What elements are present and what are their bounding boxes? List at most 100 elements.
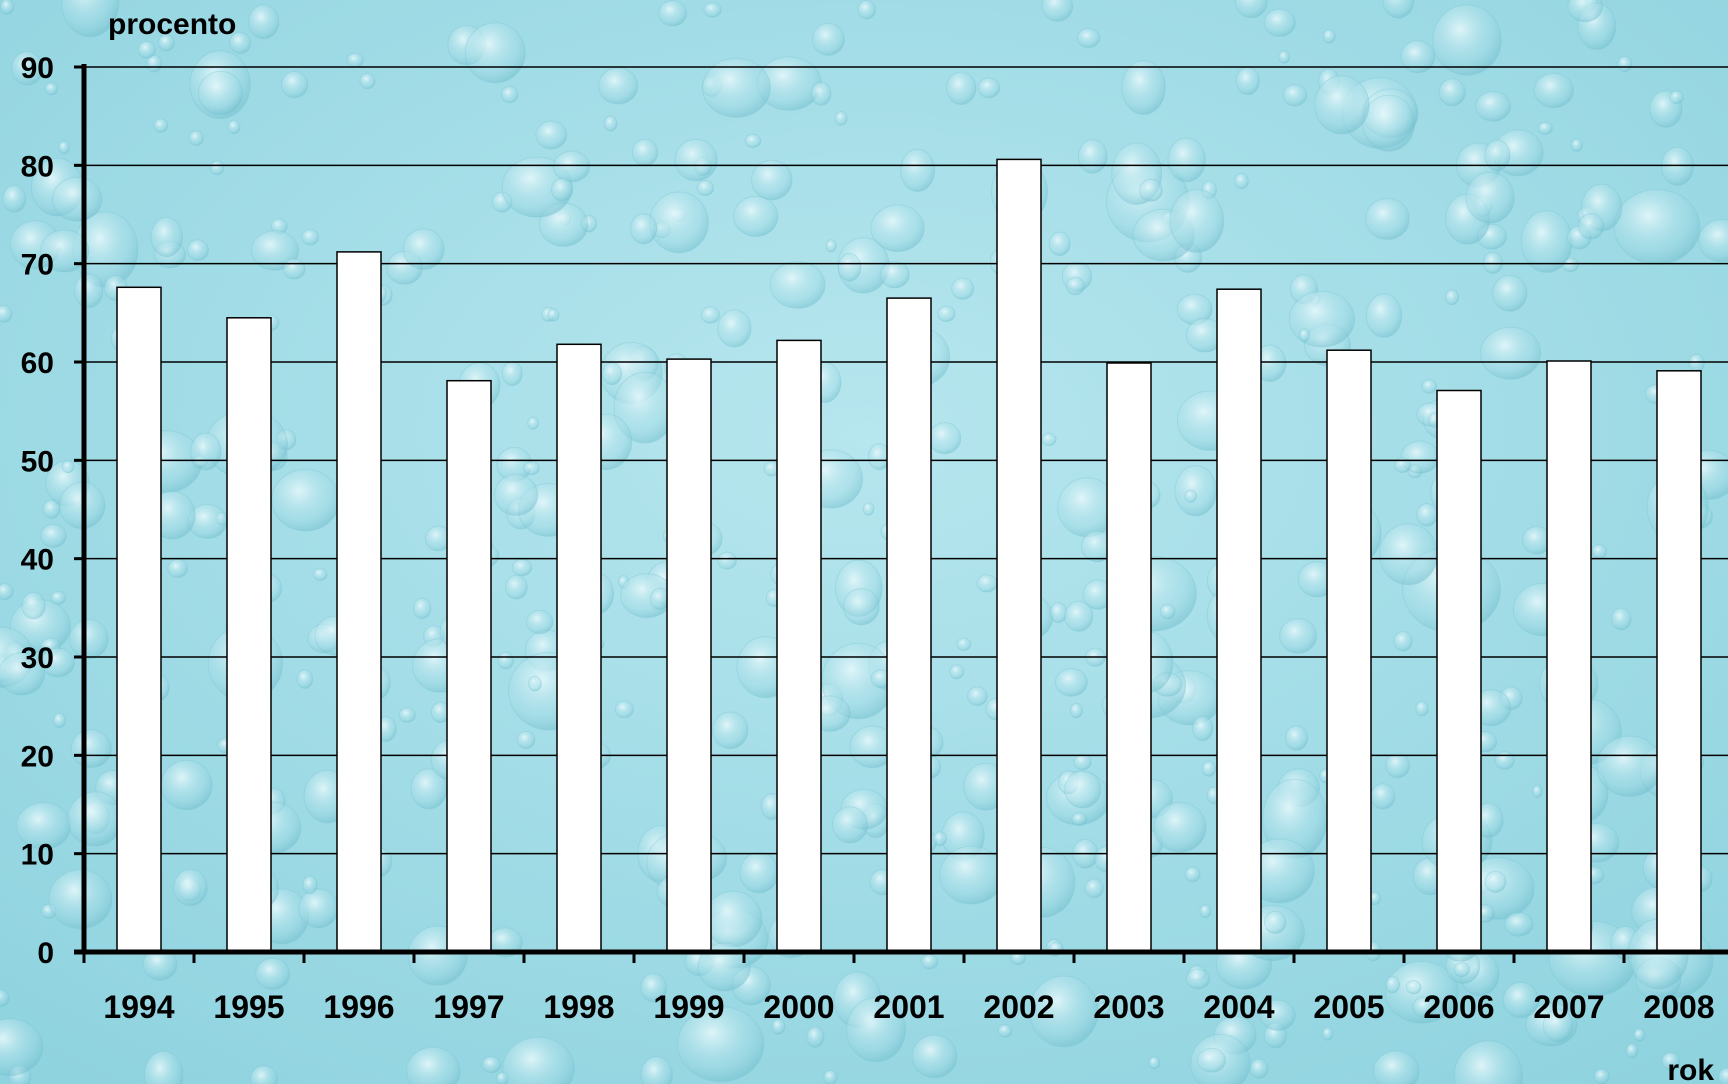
water-drop: [501, 361, 523, 387]
water-drop: [640, 973, 668, 1003]
water-drop: [481, 1056, 502, 1074]
water-drop: [1373, 1050, 1420, 1084]
water-drop: [1064, 770, 1102, 809]
water-drop: [1453, 1040, 1523, 1084]
water-drop: [1393, 457, 1412, 474]
water-drop: [153, 118, 169, 133]
water-drop: [823, 1069, 838, 1084]
water-drop: [1415, 700, 1429, 717]
water-drop: [949, 664, 965, 680]
water-drop: [1688, 353, 1705, 373]
water-drop: [614, 700, 635, 719]
water-drop: [1184, 866, 1201, 883]
water-drop: [1365, 198, 1410, 240]
water-drop: [1412, 996, 1437, 1018]
water-drop: [811, 22, 845, 56]
water-drop: [302, 875, 318, 895]
water-drop: [1502, 981, 1540, 1019]
bar-1996: [336, 251, 382, 953]
water-drop: [21, 591, 46, 620]
water-drop: [771, 1018, 786, 1035]
x-axis-title: rok: [1667, 1054, 1714, 1084]
water-drop: [806, 1026, 825, 1048]
water-drop: [1365, 293, 1403, 339]
water-drop: [1259, 999, 1296, 1031]
water-drop: [1234, 172, 1249, 190]
water-drop: [932, 831, 948, 847]
water-drop: [630, 213, 658, 245]
water-drop: [0, 583, 14, 601]
water-drop: [1288, 290, 1356, 348]
water-drop: [280, 71, 309, 99]
water-drop: [1069, 702, 1083, 719]
water-drop: [1479, 326, 1542, 380]
water-drop: [51, 176, 103, 222]
water-drop: [939, 845, 1004, 905]
water-drop: [1611, 607, 1632, 631]
water-drop: [1432, 4, 1502, 76]
y-tick-label: 90: [21, 52, 54, 85]
water-drop: [1385, 975, 1400, 994]
water-drop: [1504, 912, 1534, 937]
water-drop: [1263, 910, 1287, 935]
water-drop: [1542, 1008, 1574, 1043]
water-drop: [1531, 784, 1543, 798]
water-drop: [602, 362, 623, 386]
water-drop: [1048, 231, 1071, 257]
water-drop: [551, 177, 574, 202]
bar-2001: [886, 297, 932, 953]
water-drop: [1405, 980, 1422, 995]
water-drop: [0, 1018, 44, 1077]
water-drop: [1482, 251, 1504, 274]
bar-2008: [1656, 370, 1702, 953]
bar-2003: [1106, 362, 1152, 953]
water-drop: [271, 469, 341, 532]
water-drop: [1138, 178, 1163, 202]
water-drop: [11, 51, 44, 86]
water-drop: [52, 712, 67, 729]
water-drop: [1567, 0, 1603, 23]
water-drop: [61, 0, 120, 38]
water-drop: [1613, 189, 1701, 265]
water-drop: [834, 111, 848, 126]
water-drop: [495, 1071, 509, 1084]
y-tick-label: 40: [21, 544, 54, 577]
bars: [116, 158, 1702, 953]
y-tick-label: 20: [21, 740, 54, 773]
water-drop: [1416, 503, 1438, 527]
y-tick-label: 10: [21, 839, 54, 872]
water-drop: [677, 1006, 765, 1083]
bar-1994: [116, 286, 162, 953]
water-drop: [1617, 55, 1633, 73]
x-tick-label: 1999: [653, 989, 724, 1025]
water-drop: [412, 597, 432, 620]
water-drop: [967, 686, 988, 707]
water-drop: [1278, 50, 1290, 64]
water-drop: [67, 791, 124, 847]
bar-1997: [446, 379, 492, 953]
water-drop: [229, 31, 252, 55]
water-drop: [712, 711, 749, 750]
water-drop: [1717, 1067, 1728, 1084]
water-drop: [42, 499, 61, 519]
water-drop: [976, 574, 998, 593]
water-drop: [717, 551, 737, 570]
water-drop: [0, 989, 10, 1007]
water-drop: [1382, 0, 1415, 19]
water-drop: [921, 954, 939, 970]
water-drop: [837, 252, 862, 282]
water-drop: [298, 888, 339, 929]
water-drop: [1065, 276, 1086, 296]
water-drop: [1438, 78, 1466, 107]
water-drop: [1492, 274, 1528, 312]
water-drop: [50, 591, 67, 605]
water-drop: [464, 22, 526, 84]
x-tick-label: 2008: [1643, 989, 1714, 1025]
water-drop: [846, 997, 906, 1063]
water-drop: [703, 890, 763, 948]
y-tick-labels: 0 10 20 30 40 50 60 70 80 90: [21, 52, 54, 970]
x-tick-label: 2000: [763, 989, 834, 1025]
water-drop: [511, 558, 533, 577]
water-drop: [255, 957, 291, 991]
water-drop: [739, 851, 779, 894]
